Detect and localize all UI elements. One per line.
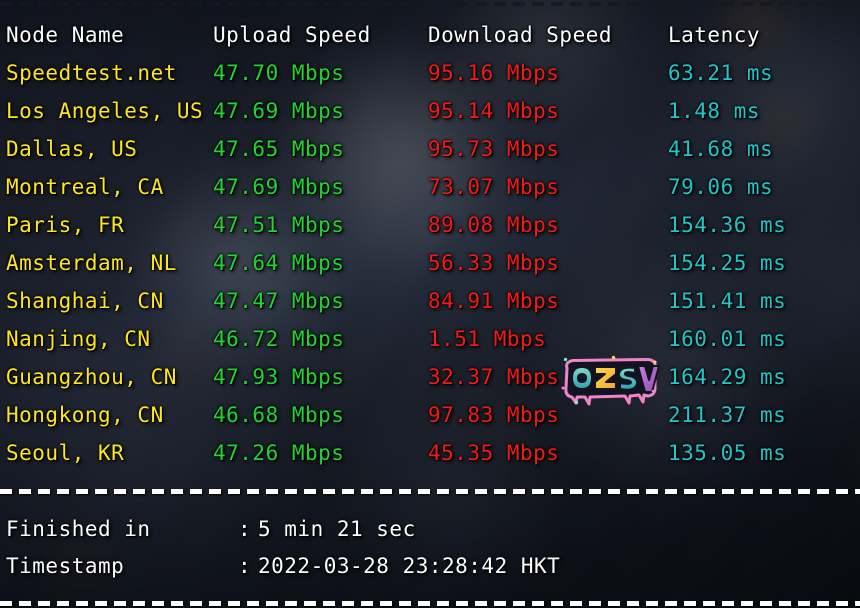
cell-latency: 154.25 ms [668, 251, 787, 275]
cell-upload-speed: 47.65 Mbps [213, 137, 345, 161]
cell-latency: 41.68 ms [668, 137, 774, 161]
cell-upload-speed: 47.69 Mbps [213, 99, 345, 123]
cell-upload-speed: 47.70 Mbps [213, 61, 345, 85]
cell-node-name: Amsterdam, NL [6, 251, 177, 275]
cell-download-speed: 56.33 Mbps [428, 251, 560, 275]
cell-node-name: Dallas, US [6, 137, 138, 161]
cell-node-name: Paris, FR [6, 213, 125, 237]
cell-node-name: Los Angeles, US [6, 99, 204, 123]
table-row: Nanjing, CN 46.72 Mbps 1.51 Mbps 160.01 … [0, 320, 860, 358]
cell-download-speed: 45.35 Mbps [428, 441, 560, 465]
table-row: Amsterdam, NL 47.64 Mbps 56.33 Mbps 154.… [0, 244, 860, 282]
cell-download-speed: 95.16 Mbps [428, 61, 560, 85]
cell-upload-speed: 46.68 Mbps [213, 403, 345, 427]
cell-latency: 63.21 ms [668, 61, 774, 85]
cell-download-speed: 84.91 Mbps [428, 289, 560, 313]
cell-download-speed: 97.83 Mbps [428, 403, 560, 427]
table-row: Paris, FR 47.51 Mbps 89.08 Mbps 154.36 m… [0, 206, 860, 244]
cell-upload-speed: 47.26 Mbps [213, 441, 345, 465]
table-row: Hongkong, CN 46.68 Mbps 97.83 Mbps 211.3… [0, 396, 860, 434]
cell-latency: 160.01 ms [668, 327, 787, 351]
column-header-node-name: Node Name [6, 23, 125, 47]
cell-upload-speed: 47.93 Mbps [213, 365, 345, 389]
table-row: Los Angeles, US 47.69 Mbps 95.14 Mbps 1.… [0, 92, 860, 130]
cell-latency: 154.36 ms [668, 213, 787, 237]
footer-top-dashed-separator [0, 489, 860, 494]
value-timestamp: 2022-03-28 23:28:42 HKT [258, 554, 561, 578]
ozsv-watermark-logo [560, 355, 660, 409]
footer-row-timestamp: Timestamp : 2022-03-28 23:28:42 HKT [0, 547, 860, 585]
table-row: Dallas, US 47.65 Mbps 95.73 Mbps 41.68 m… [0, 130, 860, 168]
cell-download-speed: 95.14 Mbps [428, 99, 560, 123]
cell-node-name: Seoul, KR [6, 441, 125, 465]
table-row: Seoul, KR 47.26 Mbps 45.35 Mbps 135.05 m… [0, 434, 860, 472]
cell-upload-speed: 46.72 Mbps [213, 327, 345, 351]
cell-latency: 135.05 ms [668, 441, 787, 465]
cell-latency: 1.48 ms [668, 99, 761, 123]
column-header-upload-speed: Upload Speed [213, 23, 371, 47]
cell-node-name: Montreal, CA [6, 175, 164, 199]
cell-node-name: Hongkong, CN [6, 403, 164, 427]
column-header-latency: Latency [668, 23, 761, 47]
cell-download-speed: 95.73 Mbps [428, 137, 560, 161]
label-timestamp: Timestamp [6, 554, 125, 578]
cell-upload-speed: 47.51 Mbps [213, 213, 345, 237]
table-row: Guangzhou, CN 47.93 Mbps 32.37 Mbps 164.… [0, 358, 860, 396]
cell-latency: 164.29 ms [668, 365, 787, 389]
colon-finished-in: : [238, 517, 252, 541]
cell-download-speed: 89.08 Mbps [428, 213, 560, 237]
cell-latency: 151.41 ms [668, 289, 787, 313]
table-row: Montreal, CA 47.69 Mbps 73.07 Mbps 79.06… [0, 168, 860, 206]
colon-timestamp: : [238, 554, 252, 578]
cell-latency: 79.06 ms [668, 175, 774, 199]
value-finished-in: 5 min 21 sec [258, 517, 416, 541]
table-row: Speedtest.net 47.70 Mbps 95.16 Mbps 63.2… [0, 54, 860, 92]
cell-download-speed: 1.51 Mbps [428, 327, 547, 351]
footer-bottom-dashed-separator [0, 601, 860, 606]
footer-row-finished-in: Finished in : 5 min 21 sec [0, 510, 860, 548]
cell-node-name: Guangzhou, CN [6, 365, 177, 389]
table-header-row: Node Name Upload Speed Download Speed La… [0, 16, 860, 54]
cell-download-speed: 32.37 Mbps [428, 365, 560, 389]
column-header-download-speed: Download Speed [428, 23, 613, 47]
cell-download-speed: 73.07 Mbps [428, 175, 560, 199]
cell-upload-speed: 47.64 Mbps [213, 251, 345, 275]
table-row: Shanghai, CN 47.47 Mbps 84.91 Mbps 151.4… [0, 282, 860, 320]
cell-node-name: Nanjing, CN [6, 327, 151, 351]
cell-upload-speed: 47.47 Mbps [213, 289, 345, 313]
top-dashed-separator [0, 2, 860, 6]
cell-node-name: Shanghai, CN [6, 289, 164, 313]
label-finished-in: Finished in [6, 517, 151, 541]
cell-node-name: Speedtest.net [6, 61, 177, 85]
cell-latency: 211.37 ms [668, 403, 787, 427]
cell-upload-speed: 47.69 Mbps [213, 175, 345, 199]
